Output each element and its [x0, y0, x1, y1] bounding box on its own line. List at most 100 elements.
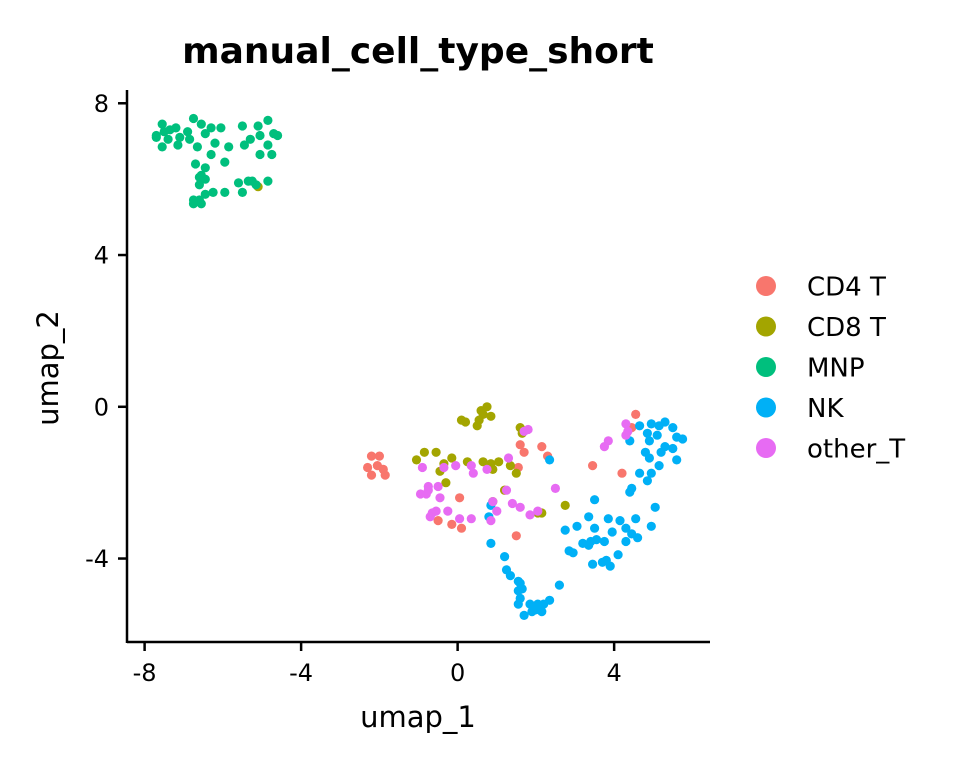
- point-nk-32: [603, 514, 613, 524]
- point-nk-42: [545, 455, 555, 465]
- point-nk-5: [642, 428, 653, 438]
- point-nk-24: [631, 514, 641, 524]
- point-mnp-11: [216, 123, 226, 133]
- point-nk-0: [635, 421, 645, 431]
- point-nk-3: [660, 417, 670, 427]
- point-other-t-31: [550, 483, 561, 493]
- point-mnp-0: [157, 119, 167, 129]
- point-other-t-22: [455, 514, 465, 524]
- point-other-t-20: [443, 506, 453, 516]
- point-nk-30: [584, 512, 594, 522]
- point-nk-64: [545, 595, 555, 605]
- point-mnp-10: [206, 123, 216, 133]
- point-nk-1: [646, 419, 656, 429]
- point-nk-58: [513, 586, 523, 596]
- point-mnp-7: [183, 127, 193, 137]
- point-nk-17: [672, 455, 682, 465]
- point-other-t-34: [503, 453, 514, 463]
- point-nk-52: [500, 552, 510, 562]
- point-nk-16: [654, 461, 664, 471]
- point-nk-60: [513, 599, 523, 609]
- point-nk-29: [633, 533, 643, 543]
- legend-label-nk: NK: [807, 394, 844, 424]
- point-cd4-t-9: [447, 519, 457, 530]
- point-mnp-3: [159, 127, 169, 137]
- point-other-t-9: [482, 464, 492, 474]
- point-other-t-8: [466, 461, 476, 471]
- point-nk-54: [505, 571, 515, 581]
- point-mnp-8: [188, 113, 199, 124]
- y-axis-ticks: -4 0 4 8: [85, 90, 127, 573]
- point-mnp-30: [263, 140, 273, 150]
- point-cd8-t-6: [460, 417, 471, 427]
- point-nk-39: [599, 536, 610, 547]
- point-cd8-t-1: [482, 402, 492, 412]
- point-mnp-26: [263, 115, 273, 125]
- point-cd8-t-4: [486, 411, 496, 421]
- point-nk-7: [644, 436, 655, 446]
- point-cd4-t-7: [455, 493, 465, 503]
- point-other-t-30: [533, 506, 543, 516]
- point-cd4-t-0: [366, 451, 377, 461]
- x-tick-label: -4: [289, 659, 313, 687]
- point-nk-4: [668, 423, 678, 433]
- point-other-t-19: [431, 506, 441, 516]
- point-mnp-32: [255, 149, 265, 160]
- point-other-t-4: [599, 442, 610, 452]
- point-mnp-15: [192, 142, 202, 152]
- point-other-t-10: [468, 468, 478, 478]
- legend-label-mnp: MNP: [807, 354, 865, 384]
- point-nk-51: [486, 538, 496, 549]
- point-mnp-45: [200, 189, 210, 199]
- point-mnp-6: [175, 132, 185, 142]
- point-nk-49: [613, 550, 623, 560]
- point-cd8-t-19: [511, 468, 521, 478]
- point-cd8-t-29: [419, 447, 429, 457]
- point-nk-26: [615, 516, 625, 526]
- point-nk-6: [652, 430, 662, 440]
- legend-label-other-t: other_T: [807, 435, 905, 465]
- point-other-t-25: [486, 516, 496, 526]
- point-nk-43: [560, 525, 570, 535]
- legend-label-cd8-t: CD8 T: [807, 313, 886, 343]
- legend: CD4 T CD8 T MNP NK other_T: [756, 273, 905, 465]
- point-mnp-25: [253, 121, 263, 131]
- point-mnp-29: [255, 130, 265, 141]
- point-cd8-t-25: [494, 457, 504, 467]
- point-cd4-t-2: [363, 462, 373, 473]
- point-mnp-18: [151, 132, 161, 142]
- point-cd4-t-8: [433, 516, 443, 526]
- point-mnp-33: [239, 140, 249, 150]
- point-cd8-t-13: [441, 478, 451, 488]
- x-tick-label: -8: [133, 659, 157, 687]
- point-mnp-19: [206, 149, 216, 160]
- point-cd8-t-18: [505, 461, 515, 471]
- point-cd8-t-23: [560, 500, 570, 510]
- point-cd4-t-18: [617, 468, 627, 478]
- legend-key-cd8-t: [756, 316, 776, 337]
- y-tick-label: 0: [94, 393, 109, 421]
- point-nk-61: [525, 599, 535, 609]
- point-other-t-23: [492, 506, 502, 516]
- point-nk-46: [588, 559, 598, 569]
- point-other-t-26: [501, 485, 512, 495]
- point-other-t-28: [515, 502, 525, 512]
- point-other-t-13: [435, 493, 445, 503]
- point-mnp-23: [245, 134, 255, 144]
- point-nk-48: [605, 561, 615, 571]
- point-mnp-14: [185, 134, 195, 144]
- point-nk-33: [607, 527, 617, 537]
- point-nk-66: [537, 607, 547, 617]
- legend-key-nk: [756, 397, 776, 418]
- point-other-t-27: [507, 498, 517, 509]
- point-nk-27: [621, 523, 631, 533]
- point-other-t-15: [415, 489, 426, 499]
- point-mnp-48: [196, 199, 206, 209]
- point-mnp-5: [163, 134, 173, 144]
- x-tick-label: 4: [606, 659, 621, 687]
- legend-key-cd4-t: [756, 276, 776, 296]
- point-cd8-t-8: [447, 453, 457, 463]
- point-cd4-t-12: [515, 440, 525, 450]
- point-nk-20: [642, 476, 653, 486]
